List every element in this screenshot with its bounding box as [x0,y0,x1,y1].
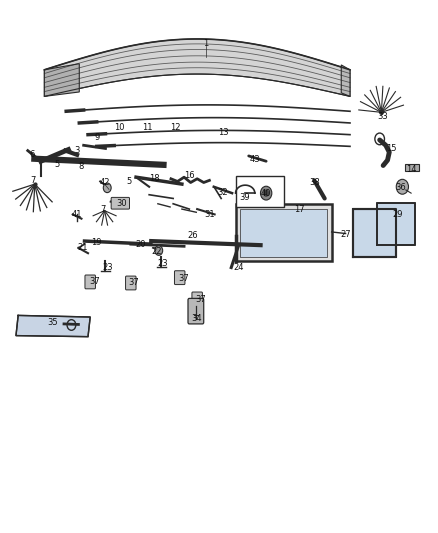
Text: 1: 1 [203,39,208,48]
Text: 13: 13 [218,128,229,137]
Text: 20: 20 [135,240,146,249]
Polygon shape [377,203,415,245]
Text: 3: 3 [74,146,80,155]
Text: 42: 42 [99,178,110,187]
Text: 40: 40 [261,189,272,198]
Text: 37: 37 [89,277,100,286]
Text: 26: 26 [187,231,198,240]
FancyBboxPatch shape [126,276,136,290]
Text: 31: 31 [204,210,215,219]
Text: 43: 43 [250,155,260,164]
FancyBboxPatch shape [237,176,285,207]
Text: 33: 33 [378,112,388,121]
Circle shape [103,183,111,192]
Text: 16: 16 [184,171,194,180]
Circle shape [155,246,162,255]
Text: 36: 36 [395,183,406,192]
Text: 37: 37 [195,295,206,304]
Text: 29: 29 [393,210,403,219]
Text: 35: 35 [47,318,57,327]
Text: 8: 8 [78,162,83,171]
Circle shape [261,186,272,200]
Text: 39: 39 [239,193,250,202]
Polygon shape [236,204,332,261]
FancyBboxPatch shape [174,271,185,285]
Text: 5: 5 [55,160,60,169]
Text: 6: 6 [29,150,35,159]
Text: 41: 41 [72,210,82,219]
Text: 5: 5 [127,177,132,186]
Text: 15: 15 [386,144,397,153]
Text: 23: 23 [102,263,113,272]
Polygon shape [44,64,79,96]
Text: 37: 37 [178,273,189,282]
Polygon shape [16,316,90,337]
Text: 7: 7 [101,205,106,214]
Polygon shape [353,209,396,257]
Polygon shape [44,39,350,96]
Text: 18: 18 [149,174,160,183]
Text: 23: 23 [157,260,168,268]
FancyBboxPatch shape [111,197,130,209]
Text: 11: 11 [142,123,152,132]
Text: 21: 21 [78,244,88,253]
Polygon shape [405,165,419,171]
Text: 34: 34 [191,314,201,323]
Text: 10: 10 [114,123,125,132]
Text: 38: 38 [310,178,321,187]
Text: 32: 32 [217,188,228,197]
Text: 12: 12 [170,123,180,132]
Text: 22: 22 [152,247,162,256]
Text: 7: 7 [31,176,36,185]
FancyBboxPatch shape [85,275,95,289]
Circle shape [396,179,409,194]
Text: 14: 14 [406,165,417,174]
Text: 17: 17 [294,205,305,214]
Text: 9: 9 [94,133,99,142]
Polygon shape [240,209,327,257]
Circle shape [263,189,269,197]
FancyBboxPatch shape [188,298,204,324]
Polygon shape [341,65,350,96]
Text: 24: 24 [233,263,244,272]
Text: 19: 19 [92,238,102,247]
Text: 27: 27 [340,230,351,239]
FancyBboxPatch shape [192,292,202,306]
Text: 37: 37 [128,278,139,287]
Text: 30: 30 [117,199,127,208]
